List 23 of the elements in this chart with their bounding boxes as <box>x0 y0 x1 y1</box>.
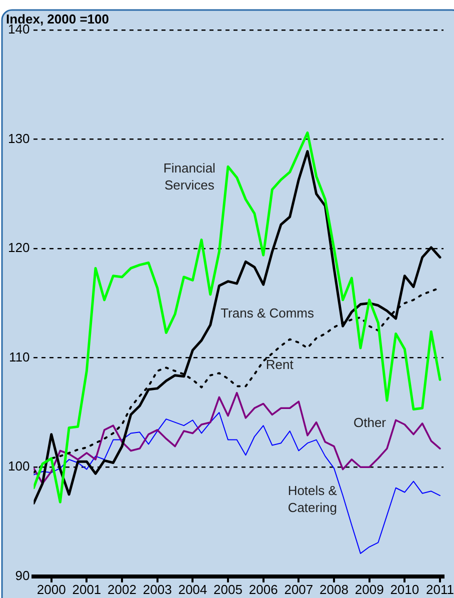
series-label: Hotels & Catering <box>288 482 338 515</box>
x-tick-label: 2010 <box>390 582 420 597</box>
x-tick-label: 2006 <box>248 582 278 597</box>
series-label: Trans & Comms <box>220 306 314 321</box>
x-tick-label: 2009 <box>354 582 384 597</box>
x-tick-label: 2003 <box>142 582 172 597</box>
series-label: Other <box>353 414 387 430</box>
x-tick-label: 2008 <box>320 582 348 597</box>
series-label: Financial Services <box>163 160 216 193</box>
y-axis-title: Index, 2000 =100 <box>6 12 109 27</box>
y-tick-label: 100 <box>8 458 30 474</box>
x-tick-label: 2001 <box>72 582 102 597</box>
x-tick-label: 2004 <box>178 582 208 597</box>
x-tick-label: 2007 <box>284 582 314 597</box>
y-tick-label: 120 <box>8 240 30 256</box>
y-tick-label: 110 <box>8 349 30 364</box>
x-tick-label: 2002 <box>108 582 136 597</box>
y-tick-label: 130 <box>8 130 30 146</box>
x-tick-label: 2000 <box>36 582 66 597</box>
x-tick-label: 2005 <box>214 582 242 597</box>
y-tick-label: 90 <box>15 568 30 583</box>
series-label: Rent <box>266 357 294 372</box>
x-tick-label: 2011 <box>426 582 454 597</box>
